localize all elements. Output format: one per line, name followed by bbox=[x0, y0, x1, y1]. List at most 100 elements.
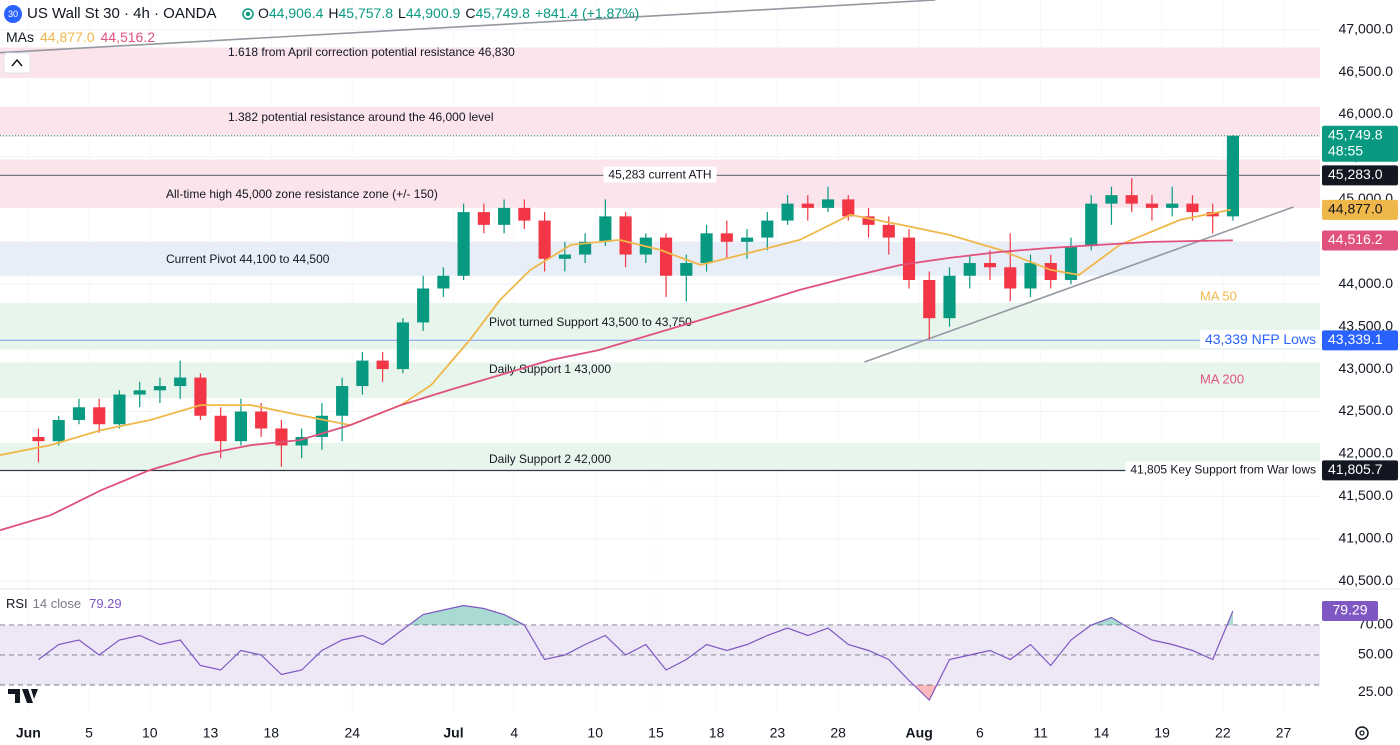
candle-body bbox=[1024, 263, 1037, 289]
candle-body bbox=[761, 220, 774, 238]
candle-body bbox=[1044, 263, 1057, 280]
rsi-tick-label: 50.00 bbox=[1358, 646, 1393, 662]
candle-body bbox=[680, 263, 693, 276]
candle-body bbox=[538, 220, 551, 259]
y-tick-label: 40,500.0 bbox=[1339, 572, 1394, 588]
candle-body bbox=[1125, 195, 1138, 204]
x-tick-label: 23 bbox=[770, 725, 786, 741]
candle-body bbox=[660, 237, 673, 276]
rsi-line bbox=[38, 604, 1234, 701]
x-tick-label: 5 bbox=[85, 725, 93, 741]
level-label-bg bbox=[1125, 461, 1321, 478]
zone-label: Daily Support 2 42,000 bbox=[489, 452, 611, 466]
price-badge-label: 45,283.0 bbox=[1328, 166, 1383, 182]
level-label-bg bbox=[1199, 330, 1321, 349]
y-tick-label: 43,000.0 bbox=[1339, 360, 1394, 376]
price-badge bbox=[1322, 230, 1398, 251]
x-tick-label: 4 bbox=[510, 725, 518, 741]
candle-body bbox=[518, 207, 531, 221]
rsi-badge-label: 79.29 bbox=[1332, 602, 1367, 618]
x-tick-label: 10 bbox=[587, 725, 603, 741]
zone bbox=[0, 362, 1320, 398]
rsi-legend: RSI 14 close 79.29 bbox=[6, 596, 122, 611]
candle-body bbox=[113, 394, 126, 425]
y-tick-label: 42,500.0 bbox=[1339, 402, 1394, 418]
candle-body bbox=[1004, 267, 1017, 289]
ohlc: O44,906.4 H45,757.8 L44,900.9 C45,749.8 +841… bbox=[258, 5, 639, 21]
ohlc-value: 45,757.8 bbox=[339, 5, 394, 21]
trendline bbox=[864, 206, 1294, 363]
ma-label: MA 200 bbox=[1200, 371, 1244, 386]
x-tick-label: 13 bbox=[203, 725, 219, 741]
price-badge bbox=[1322, 165, 1398, 186]
level-label-bg bbox=[603, 166, 717, 183]
candle-body bbox=[153, 386, 167, 391]
candle-body bbox=[882, 224, 895, 238]
zone-label: Daily Support 1 43,000 bbox=[489, 362, 611, 376]
candle-body bbox=[963, 263, 976, 276]
ma-legend-value: 44,516.2 bbox=[101, 29, 156, 45]
level-label: 45,283 current ATH bbox=[608, 168, 711, 182]
ohlc-key: L bbox=[398, 5, 406, 21]
candle-body bbox=[255, 411, 268, 429]
y-tick-label: 42,000.0 bbox=[1339, 445, 1394, 461]
candle-body bbox=[558, 254, 571, 259]
candle-body bbox=[396, 322, 409, 370]
ohlc-key: H bbox=[328, 5, 338, 21]
candle-body bbox=[214, 415, 227, 442]
rsi-params: 14 close bbox=[33, 596, 81, 611]
price-badge bbox=[1322, 460, 1398, 481]
zone-label: 1.382 potential resistance around the 46… bbox=[228, 110, 494, 124]
settings-icon[interactable] bbox=[1355, 726, 1369, 740]
candle-body bbox=[376, 360, 389, 370]
x-tick-label: 19 bbox=[1154, 725, 1170, 741]
ohlc-key: O bbox=[258, 5, 269, 21]
candle-body bbox=[417, 288, 430, 323]
zone-label: All-time high 45,000 zone resistance zon… bbox=[166, 187, 438, 201]
candle-body bbox=[781, 203, 794, 221]
rsi-overbought bbox=[38, 605, 1233, 625]
candle-body bbox=[923, 280, 936, 319]
candle-body bbox=[52, 420, 65, 442]
symbol-title[interactable]: US Wall St 30 · 4h · OANDA bbox=[27, 5, 217, 22]
x-tick-label: 22 bbox=[1215, 725, 1231, 741]
x-tick-label: 28 bbox=[830, 725, 846, 741]
ma-legend: MAs 44,877.0 44,516.2 bbox=[6, 29, 155, 45]
candle-body bbox=[902, 237, 916, 280]
candle-body bbox=[1226, 135, 1240, 217]
zone bbox=[0, 106, 1320, 137]
rsi-tick-label: 25.00 bbox=[1358, 683, 1393, 699]
x-tick-label: 11 bbox=[1033, 725, 1048, 741]
collapse-icon bbox=[11, 58, 23, 67]
candle-body bbox=[1085, 203, 1098, 247]
zone-label: 1.618 from April correction potential re… bbox=[228, 45, 515, 59]
level-label: 43,339 NFP Lows bbox=[1205, 331, 1316, 347]
moving-average bbox=[0, 208, 1232, 456]
candle-body bbox=[93, 407, 106, 425]
candle-body bbox=[700, 233, 713, 264]
price-badge-label: 44,877.0 bbox=[1328, 201, 1383, 217]
level-label: 41,805 Key Support from War lows bbox=[1130, 463, 1316, 477]
candle-body bbox=[1186, 203, 1199, 213]
candle-body bbox=[174, 377, 187, 387]
symbol-icon bbox=[4, 5, 22, 23]
candle-body bbox=[336, 386, 349, 416]
candle-body bbox=[72, 407, 86, 420]
collapse-button[interactable] bbox=[3, 52, 31, 74]
candle-body bbox=[720, 233, 733, 242]
candle-body bbox=[295, 436, 308, 446]
ohlc-value: 44,900.9 bbox=[406, 5, 461, 21]
ohlc-value: 44,906.4 bbox=[269, 5, 324, 21]
candle-body bbox=[194, 377, 207, 416]
candle-body bbox=[437, 275, 450, 289]
price-badge bbox=[1322, 125, 1398, 162]
candle-body bbox=[862, 216, 875, 225]
price-badge-label: 45,749.8 bbox=[1328, 126, 1383, 142]
x-tick-label: 14 bbox=[1094, 725, 1110, 741]
candle-body bbox=[801, 203, 814, 208]
candle-body bbox=[579, 241, 592, 255]
candle-body bbox=[133, 390, 146, 395]
candle-body bbox=[477, 212, 490, 225]
candle-body bbox=[740, 237, 754, 242]
candle-body bbox=[599, 216, 612, 242]
